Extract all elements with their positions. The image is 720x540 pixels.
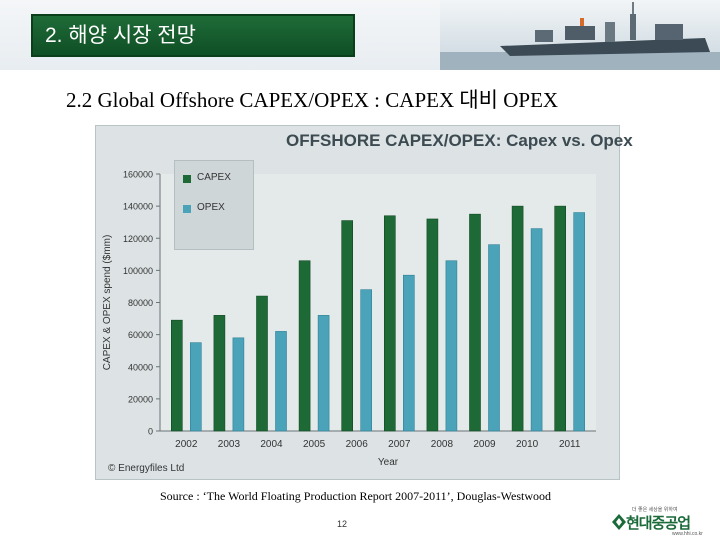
x-tick-label: 2003 (218, 439, 241, 450)
section-title-box: 2. 해양 시장 전망 (31, 14, 355, 57)
bar-opex-2009 (488, 244, 500, 432)
x-tick-label: 2007 (388, 439, 411, 450)
bar-capex-2007 (383, 215, 396, 432)
y-tick-label: 40000 (128, 362, 153, 372)
bar-capex-2010 (511, 205, 524, 432)
bar-opex-2010 (530, 228, 543, 432)
bar-capex-2003 (213, 315, 226, 432)
hhi-logo-icon (612, 514, 626, 530)
y-tick-label: 140000 (123, 202, 153, 212)
x-tick-label: 2005 (303, 439, 326, 450)
x-tick-label: 2006 (346, 439, 369, 450)
chart-title: OFFSHORE CAPEX/OPEX: Capex vs. Opex (286, 131, 633, 150)
bar-capex-2004 (256, 295, 268, 432)
y-tick-label: 120000 (123, 234, 153, 244)
chart-legend: CAPEX OPEX (174, 160, 254, 250)
bar-capex-2005 (298, 260, 311, 432)
x-tick-label: 2010 (516, 439, 539, 450)
bar-opex-2006 (360, 289, 373, 432)
legend-opex-swatch (183, 205, 191, 213)
bar-opex-2002 (190, 342, 202, 432)
bar-capex-2011 (554, 205, 567, 432)
company-logo: 더 좋은 세상을 위하여 현대중공업 www.hhi.co.kr (612, 506, 712, 537)
y-tick-label: 80000 (128, 298, 153, 308)
bar-opex-2003 (232, 337, 245, 432)
bar-opex-2007 (402, 274, 415, 432)
bar-opex-2008 (445, 260, 458, 432)
y-axis-label: CAPEX & OPEX spend ($mm) (102, 235, 113, 371)
page-number: 12 (337, 519, 348, 529)
bar-opex-2004 (275, 331, 287, 432)
section-title: 2. 해양 시장 전망 (45, 24, 196, 47)
legend-capex-label: CAPEX (197, 172, 231, 183)
y-tick-label: 160000 (123, 170, 153, 180)
x-tick-label: 2009 (473, 439, 496, 450)
logo-name: 현대중공업 (626, 515, 691, 532)
y-tick-label: 0 (148, 427, 153, 437)
bar-capex-2009 (469, 213, 481, 432)
x-axis-label: Year (378, 457, 399, 468)
legend-capex-swatch (183, 175, 191, 183)
bar-capex-2002 (171, 319, 183, 432)
source-note: Source : ‘The World Floating Production … (160, 489, 552, 503)
x-tick-label: 2008 (431, 439, 454, 450)
slide-title: 2.2 Global Offshore CAPEX/OPEX : CAPEX 대… (66, 88, 559, 112)
logo-tagline: 더 좋은 세상을 위하여 (632, 507, 678, 513)
y-tick-label: 100000 (123, 266, 153, 276)
fpso-ship-photo (440, 0, 720, 70)
bar-capex-2006 (341, 220, 353, 432)
x-tick-label: 2004 (260, 439, 283, 450)
bar-opex-2011 (573, 212, 586, 432)
y-tick-label: 20000 (128, 394, 153, 404)
bar-opex-2005 (317, 315, 330, 432)
bar-capex-2008 (426, 218, 439, 432)
legend-opex-label: OPEX (197, 202, 225, 213)
chart-panel: OFFSHORE CAPEX/OPEX: Capex vs. Opex 0 200… (95, 125, 633, 480)
logo-url: www.hhi.co.kr (672, 531, 703, 537)
chart-credit: © Energyfiles Ltd (108, 463, 184, 474)
x-tick-label: 2002 (175, 439, 198, 450)
x-tick-label: 2011 (559, 439, 581, 450)
y-tick-label: 60000 (128, 330, 153, 340)
